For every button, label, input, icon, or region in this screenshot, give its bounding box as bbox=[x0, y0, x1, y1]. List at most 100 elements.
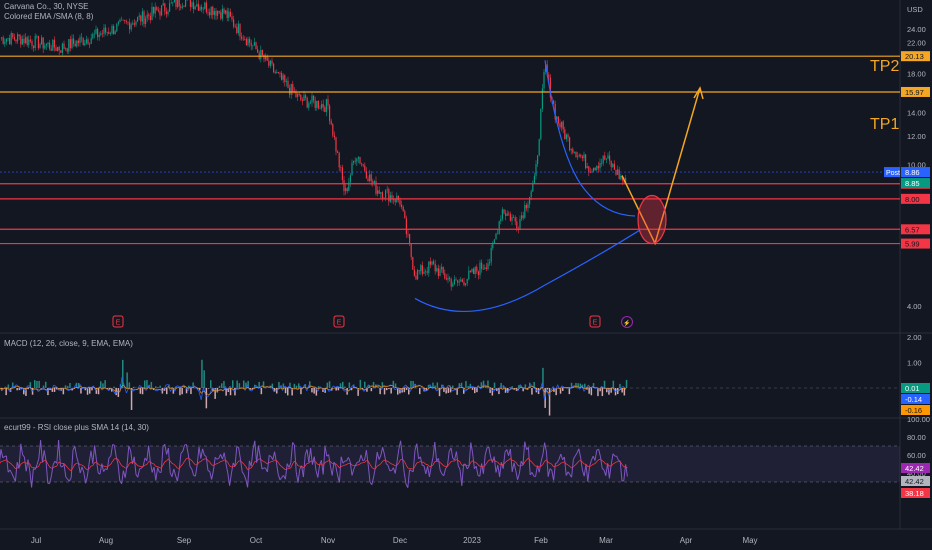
rsi-line bbox=[108, 455, 112, 459]
rsi-ma-line bbox=[227, 462, 230, 467]
macd-histogram-bar bbox=[64, 385, 67, 388]
candle-body bbox=[242, 38, 244, 40]
candle-body bbox=[505, 213, 507, 216]
candle-body bbox=[284, 75, 286, 82]
macd-line bbox=[273, 389, 277, 392]
macd-histogram-bar bbox=[476, 388, 478, 393]
macd-line bbox=[299, 385, 303, 390]
macd-histogram-bar bbox=[586, 388, 588, 390]
macd-histogram-bar bbox=[223, 381, 225, 388]
candle-body bbox=[185, 0, 187, 7]
signal-line bbox=[40, 388, 43, 391]
rsi-ma-line bbox=[416, 461, 419, 464]
signal-line bbox=[539, 386, 543, 390]
x-tick-label: Apr bbox=[680, 536, 693, 545]
candle-body bbox=[482, 268, 484, 270]
candle-body bbox=[425, 271, 427, 273]
rsi-line bbox=[572, 455, 576, 460]
rsi-line bbox=[470, 442, 474, 453]
candle-body bbox=[460, 279, 462, 282]
rsi-ma-line bbox=[78, 462, 81, 466]
rsi-ma-line bbox=[571, 466, 574, 469]
macd-line bbox=[163, 384, 167, 391]
candle-body bbox=[297, 93, 299, 97]
signal-line bbox=[245, 387, 248, 390]
signal-line bbox=[27, 386, 30, 389]
x-tick-label: Aug bbox=[99, 536, 113, 545]
rsi-ma-line bbox=[364, 460, 367, 463]
signal-line bbox=[36, 388, 39, 391]
post-tag-label bbox=[884, 167, 900, 178]
candle-body bbox=[343, 180, 345, 192]
candle-body bbox=[567, 134, 569, 138]
rsi-line bbox=[468, 442, 472, 467]
rsi-line bbox=[571, 459, 574, 478]
rsi-ma-line bbox=[200, 459, 203, 462]
macd-line bbox=[388, 384, 391, 387]
candle-body bbox=[36, 36, 38, 37]
candle-body bbox=[10, 33, 12, 45]
macd-histogram-bar bbox=[379, 388, 381, 395]
candle-body bbox=[12, 33, 14, 38]
rsi-ma-line bbox=[288, 467, 291, 470]
candle-body bbox=[620, 175, 622, 179]
rsi-ma-line bbox=[312, 460, 315, 462]
signal-line bbox=[498, 388, 501, 391]
signal-line bbox=[579, 386, 582, 388]
macd-histogram-bar bbox=[430, 385, 432, 388]
rsi-ma-line bbox=[292, 460, 295, 465]
rsi-ma-line bbox=[387, 461, 391, 464]
macd-histogram-bar bbox=[205, 388, 208, 409]
rsi-ma-line bbox=[88, 465, 92, 469]
rsi-ma-line bbox=[22, 461, 25, 464]
candle-body bbox=[370, 174, 372, 182]
rsi-line bbox=[238, 447, 241, 459]
macd-line bbox=[370, 384, 373, 387]
rsi-line bbox=[229, 473, 232, 486]
rsi-line bbox=[428, 466, 432, 477]
macd-histogram-bar bbox=[170, 387, 172, 388]
signal-line bbox=[306, 386, 310, 389]
candle-body bbox=[325, 99, 327, 112]
candle-body bbox=[607, 155, 609, 159]
rsi-line bbox=[52, 460, 56, 465]
macd-line bbox=[486, 386, 490, 389]
earnings-marker-text: E bbox=[116, 320, 121, 327]
macd-line bbox=[0, 388, 2, 390]
candle-body bbox=[9, 38, 11, 45]
rsi-line bbox=[295, 471, 299, 483]
macd-line bbox=[491, 389, 494, 392]
candle-body bbox=[593, 167, 595, 172]
macd-line bbox=[209, 387, 213, 394]
rsi-ma-line bbox=[110, 461, 113, 465]
signal-line bbox=[209, 391, 213, 395]
price-tick-label: 22.00 bbox=[907, 38, 926, 47]
candle-body bbox=[156, 7, 158, 11]
signal-line bbox=[559, 387, 563, 389]
rsi-ma-line bbox=[576, 460, 580, 464]
rsi-ma-line bbox=[598, 458, 601, 461]
macd-line bbox=[420, 385, 424, 390]
rsi-ma-line bbox=[310, 460, 313, 462]
rsi-ma-line bbox=[256, 459, 259, 462]
rsi-ma-line bbox=[87, 468, 90, 471]
rsi-line bbox=[11, 473, 15, 478]
rsi-line bbox=[18, 443, 22, 469]
rsi-line bbox=[63, 464, 67, 478]
candle-body bbox=[273, 63, 275, 73]
currency-label: USD bbox=[907, 5, 923, 14]
macd-histogram-bar bbox=[236, 380, 238, 388]
signal-line bbox=[110, 388, 114, 390]
rsi-ma-line bbox=[63, 463, 67, 466]
rsi-line bbox=[565, 471, 569, 476]
signal-line bbox=[165, 386, 169, 389]
candle-body bbox=[202, 8, 204, 10]
rsi-line bbox=[182, 444, 186, 452]
signal-line bbox=[198, 388, 202, 394]
earnings-marker bbox=[112, 315, 124, 328]
candle-body bbox=[165, 11, 167, 15]
rsi-ma-line bbox=[371, 467, 374, 470]
candle-body bbox=[516, 221, 518, 229]
signal-line bbox=[341, 387, 345, 390]
